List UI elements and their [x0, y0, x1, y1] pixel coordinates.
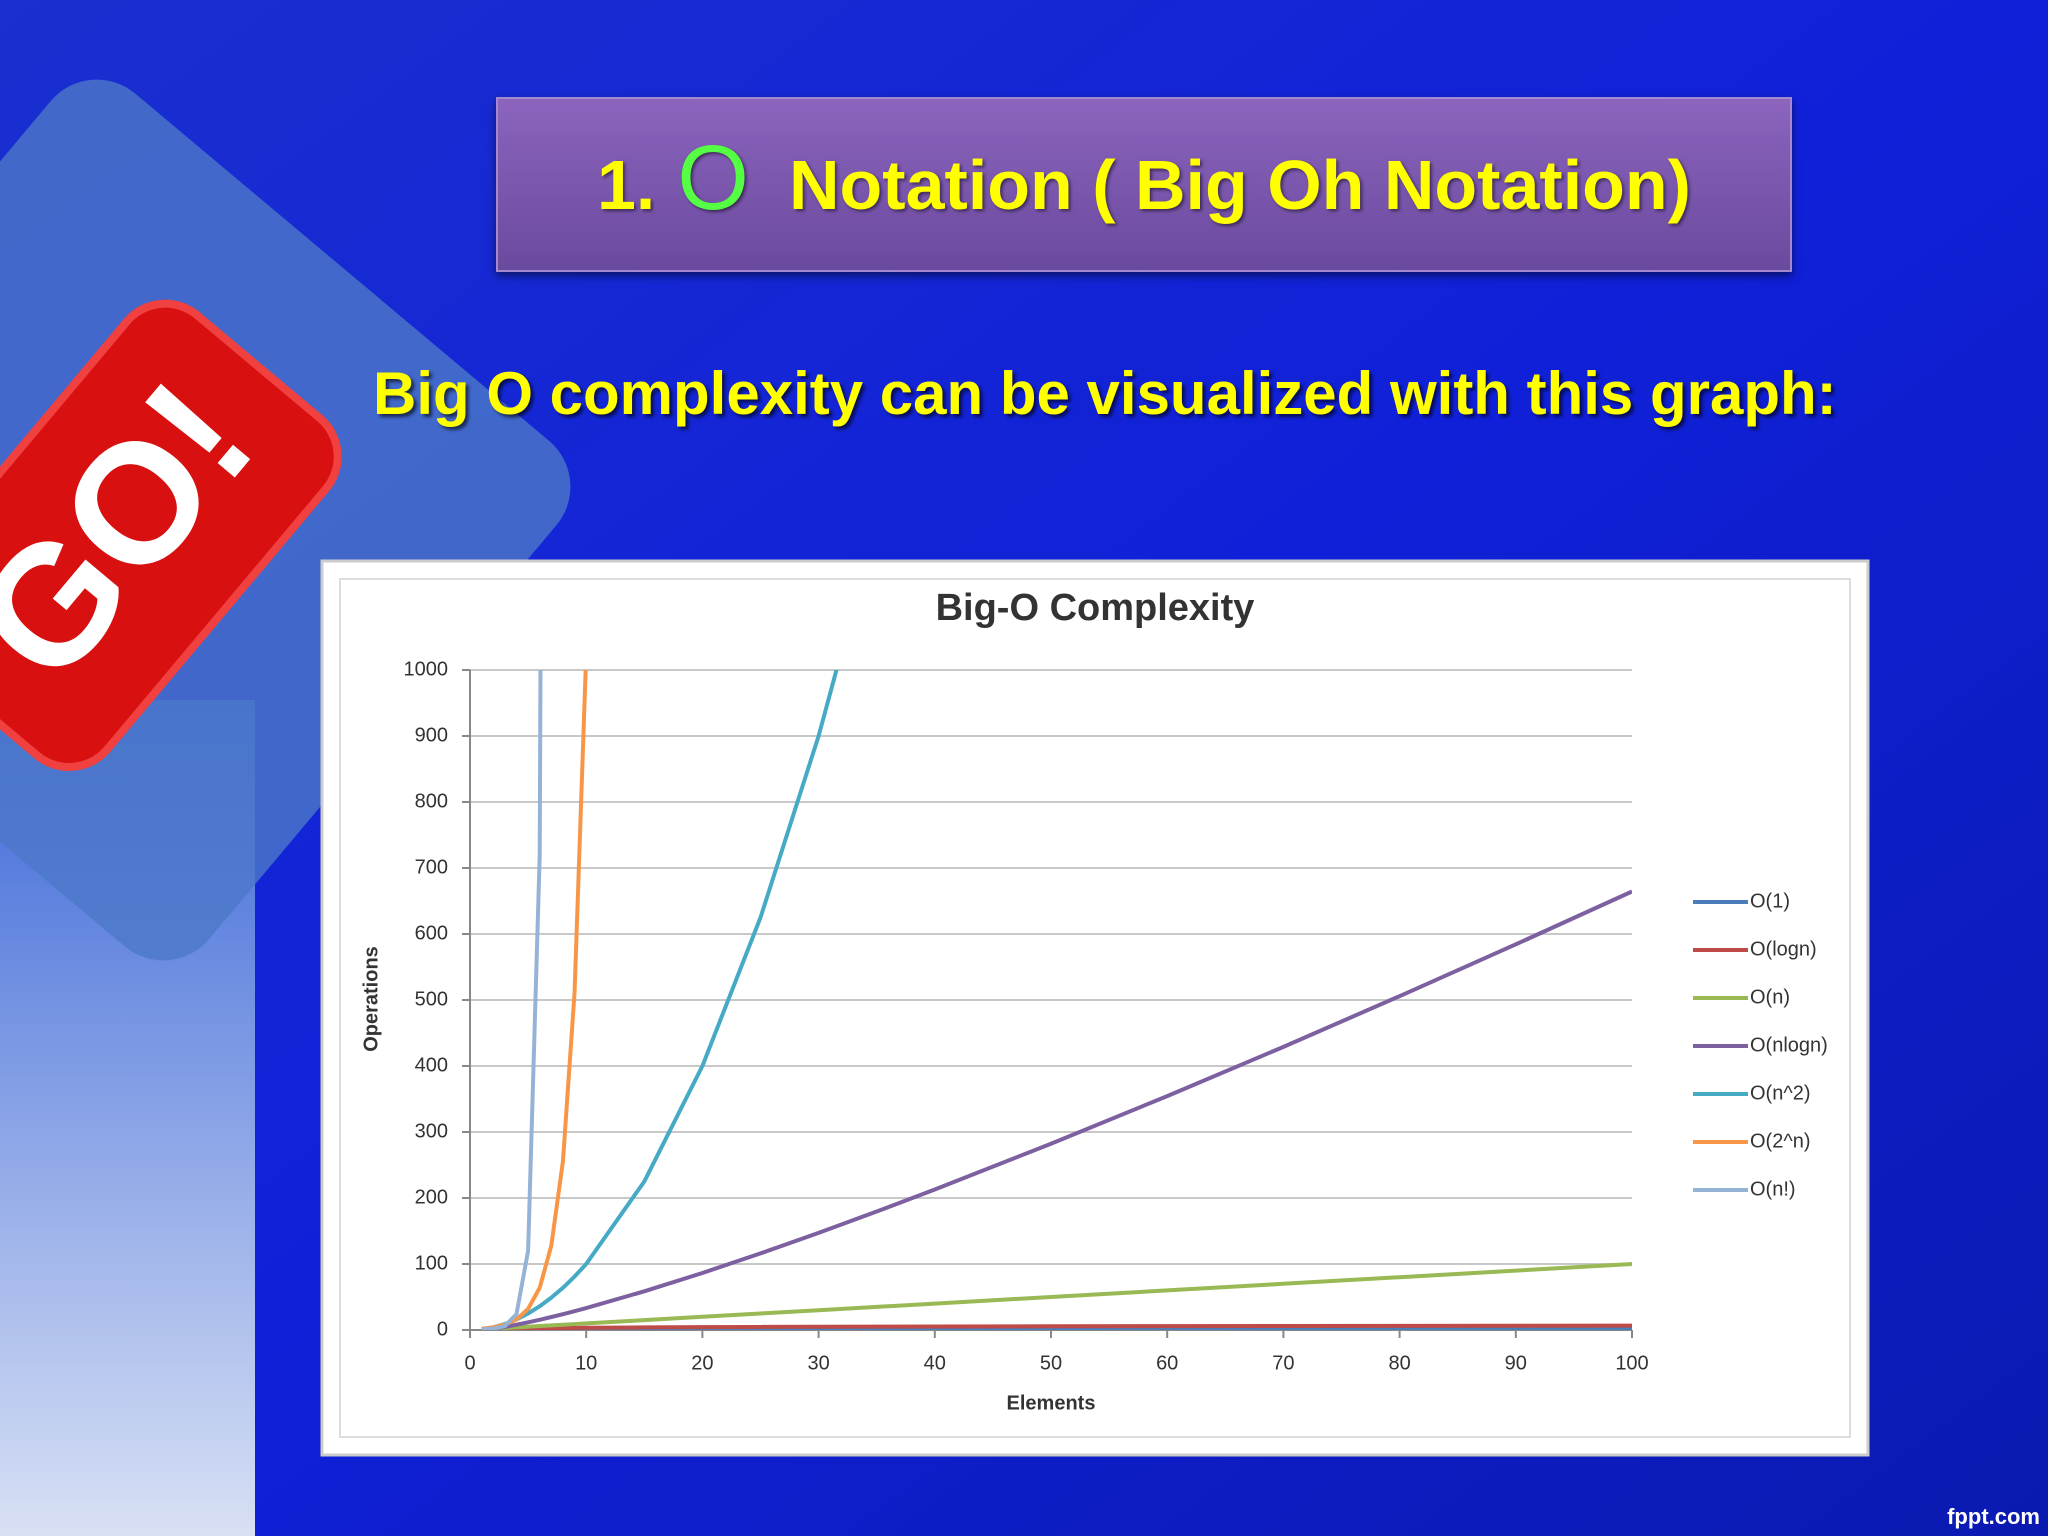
series-line: [481, 1262, 1632, 1330]
body-text: Big O complexity can be visualized with …: [373, 360, 1837, 427]
x-tick-label: 20: [691, 1352, 713, 1374]
title-text: Notation ( Big Oh Notation): [788, 145, 1691, 224]
footer: fppt.com: [1947, 1504, 2040, 1529]
legend-label: O(nlogn): [1750, 1034, 1828, 1056]
y-tick-label: 900: [415, 724, 448, 746]
x-axis-label: Elements: [1007, 1392, 1096, 1414]
chart: Big-O Complexity Elements Operations 0 10…: [320, 559, 1870, 1457]
chart-title: Big-O Complexity: [936, 587, 1255, 629]
title-box: 1. O Notation ( Big Oh Notation): [496, 97, 1792, 272]
y-tick-label: 600: [415, 922, 448, 944]
y-tick-label: 0: [437, 1318, 448, 1340]
legend-label: O(n): [1750, 986, 1790, 1008]
y-tick-label: 100: [415, 1252, 448, 1274]
x-tick-label: 60: [1156, 1352, 1178, 1374]
legend-label: O(n^2): [1750, 1082, 1811, 1104]
y-tick-label: 400: [415, 1054, 448, 1076]
y-axis-label: Operations: [360, 946, 382, 1052]
series-line: [481, 889, 1632, 1330]
x-tick-label: 90: [1505, 1352, 1527, 1374]
series-line: [481, 670, 543, 1330]
x-tick-label: 10: [575, 1352, 597, 1374]
x-tick-label: 40: [924, 1352, 946, 1374]
x-tick-label: 0: [464, 1352, 475, 1374]
y-tick-label: 800: [415, 790, 448, 812]
go-key: [0, 299, 342, 771]
y-tick-label: 200: [415, 1186, 448, 1208]
y-tick-label: 500: [415, 988, 448, 1010]
x-tick-label: 100: [1615, 1352, 1648, 1374]
title-number: 1.: [597, 145, 656, 224]
x-tick-label: 70: [1272, 1352, 1294, 1374]
legend-label: O(2^n): [1750, 1130, 1811, 1152]
legend-label: O(n!): [1750, 1178, 1796, 1200]
y-tick-label: 1000: [404, 658, 449, 680]
x-tick-label: 50: [1040, 1352, 1062, 1374]
y-tick-label: 300: [415, 1120, 448, 1142]
x-tick-label: 30: [807, 1352, 829, 1374]
title-symbol: O: [677, 127, 749, 229]
y-tick-label: 700: [415, 856, 448, 878]
legend-label: O(1): [1750, 890, 1790, 912]
legend-label: O(logn): [1750, 938, 1817, 960]
chart-frame: [320, 559, 1870, 1457]
x-tick-label: 80: [1388, 1352, 1410, 1374]
chart-inner-frame: [339, 578, 1851, 1438]
